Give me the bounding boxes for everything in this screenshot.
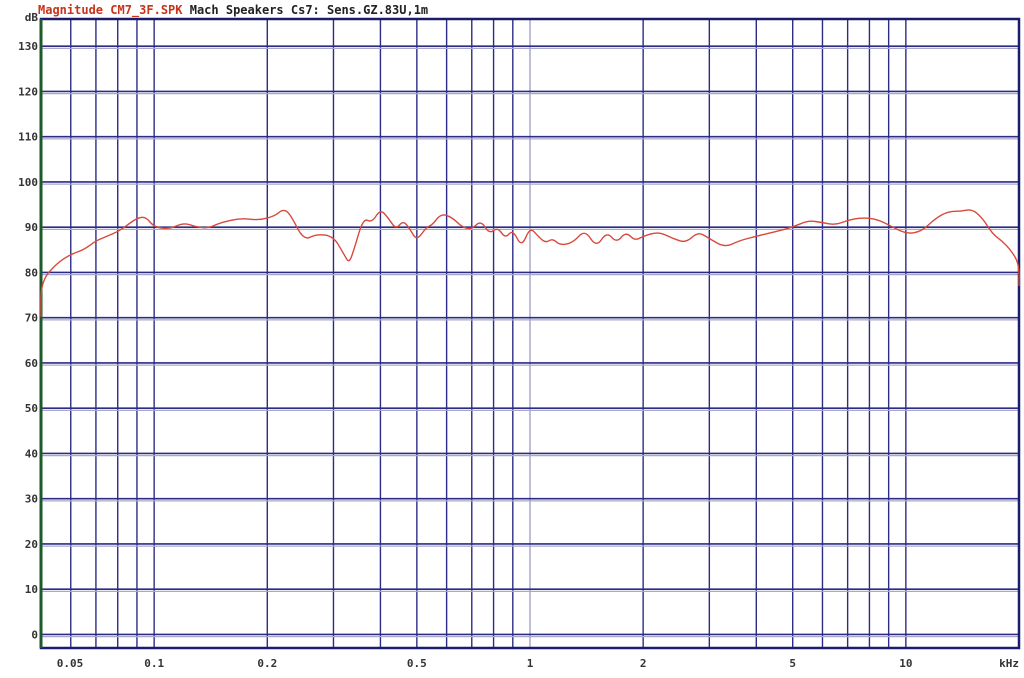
y-tick-label-9: 50 — [25, 402, 38, 415]
y-tick-label-5: 90 — [25, 221, 38, 234]
y-tick-label-8: 60 — [25, 357, 38, 370]
y-tick-label-1: 130 — [18, 40, 38, 53]
x-tick-label-7: 10 — [899, 657, 912, 670]
y-tick-label-10: 40 — [25, 447, 38, 460]
y-tick-label-13: 10 — [25, 583, 38, 596]
y-tick-label-3: 110 — [18, 131, 38, 144]
x-tick-label-3: 0.5 — [407, 657, 427, 670]
x-tick-label-2: 0.2 — [257, 657, 277, 670]
y-tick-label-4: 100 — [18, 176, 38, 189]
x-tick-label-4: 1 — [527, 657, 534, 670]
chart-title-prefix: Magnitude CM7_3F.SPK — [38, 3, 183, 17]
y-tick-label-14: 0 — [31, 628, 38, 641]
y-tick-label-11: 30 — [25, 493, 38, 506]
chart-title: Magnitude CM7_3F.SPK Mach Speakers Cs7: … — [38, 3, 428, 17]
x-tick-label-5: 2 — [640, 657, 647, 670]
y-tick-label-6: 80 — [25, 266, 38, 279]
y-tick-label-2: 120 — [18, 85, 38, 98]
horizontal-gridlines — [41, 45, 1019, 638]
x-tick-label-6: 5 — [789, 657, 796, 670]
x-tick-labels: 0.05 0.1 0.2 0.5 1 2 5 10 kHz — [57, 657, 1019, 670]
y-tick-label-7: 70 — [25, 312, 38, 325]
chart-title-rest: Mach Speakers Cs7: Sens.GZ.83U,1m — [189, 3, 429, 17]
y-tick-label-0: dB — [25, 11, 39, 24]
magnitude-curve — [40, 209, 1020, 317]
x-tick-label-8: kHz — [999, 657, 1019, 670]
y-tick-label-12: 20 — [25, 538, 38, 551]
vertical-gridlines — [40, 19, 1020, 648]
x-tick-label-0: 0.05 — [57, 657, 84, 670]
x-tick-label-1: 0.1 — [144, 657, 164, 670]
